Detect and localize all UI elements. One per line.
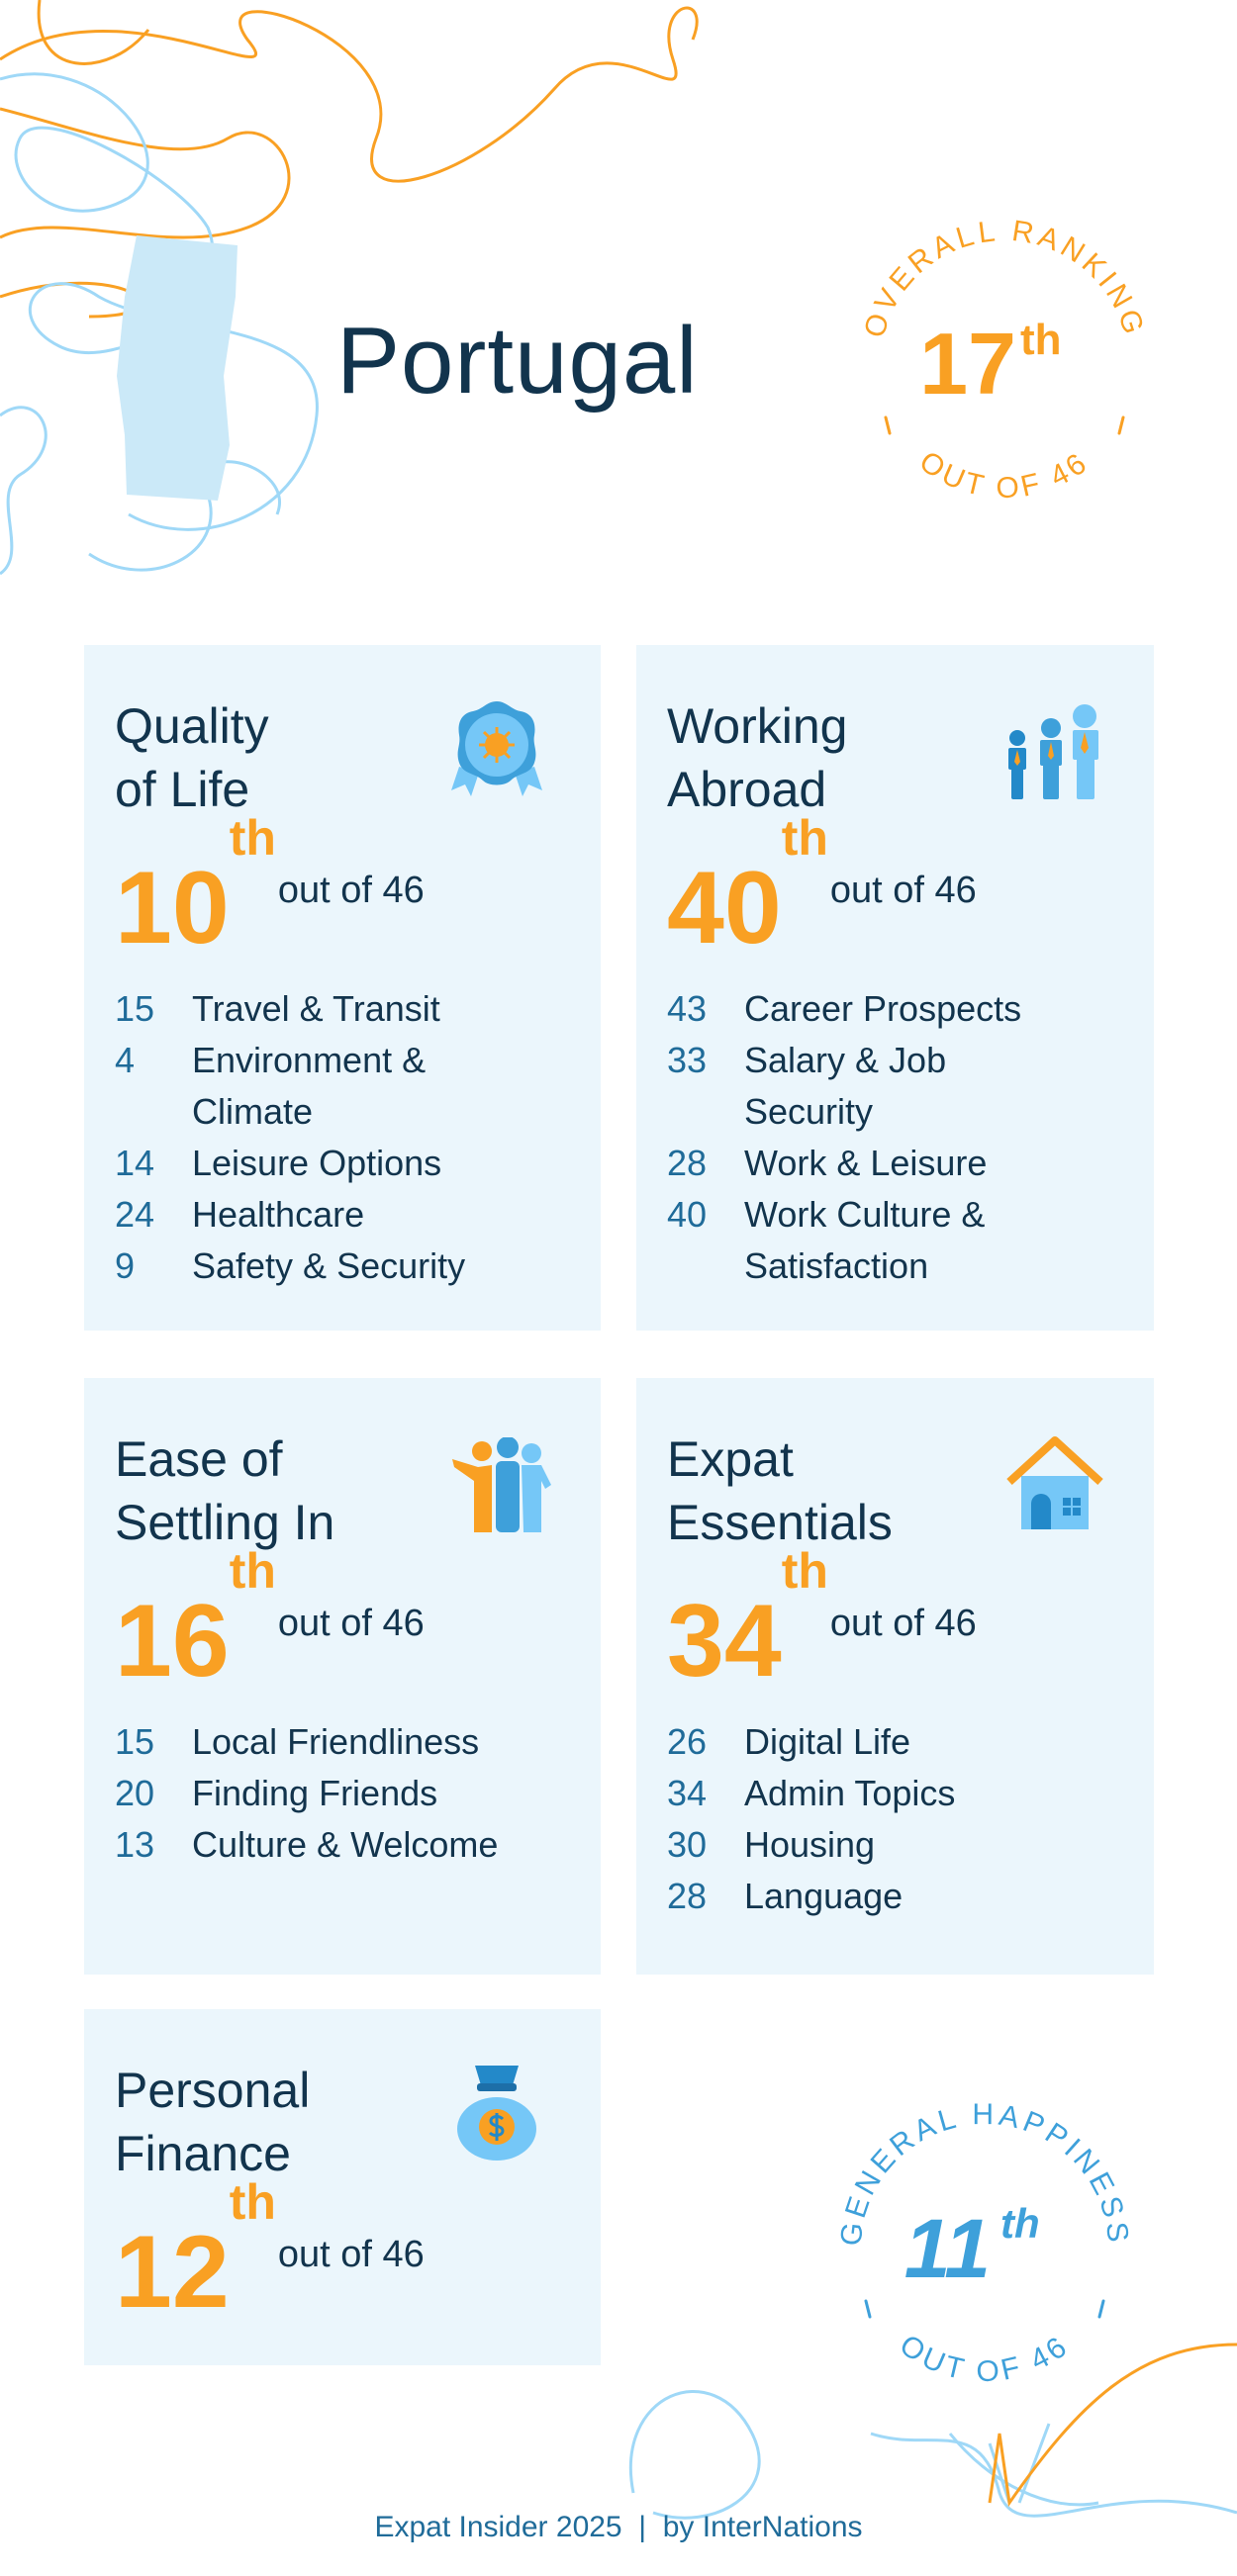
card-rank: 16thout of 46 [115, 1543, 425, 1699]
card-expat-essentials: Expat Essentials 34thout of 46 26 Digital … [636, 1378, 1154, 1975]
card-title: Working [667, 698, 848, 754]
card-title: Essentials [667, 1495, 893, 1550]
list-item: 24 Healthcare [115, 1194, 365, 1235]
list-item: 43 Career Prospects [667, 988, 1022, 1029]
list-item: 15 Local Friendliness [115, 1721, 480, 1762]
list-item: 13 Culture & Welcome [115, 1824, 499, 1865]
sub-ranking-list: 15 Travel & Transit 4 Environment & Climat… [115, 983, 571, 1292]
card-title: Ease of [115, 1431, 283, 1487]
card-rank: 40thout of 46 [667, 810, 977, 966]
badge-dash [864, 2299, 872, 2319]
list-item: 20 Finding Friends [115, 1773, 438, 1813]
card-title: of Life [115, 762, 250, 817]
group-of-friends-icon [452, 1437, 551, 1532]
list-item: 30 Housing [667, 1824, 876, 1865]
list-item: 15 Travel & Transit [115, 988, 440, 1029]
house-icon [1006, 1436, 1103, 1529]
card-title: Personal [115, 2063, 311, 2118]
card-personal-finance: Personal Finance 12thout of 46 [84, 2009, 601, 2365]
card-rank: 10thout of 46 [115, 810, 425, 966]
card-rank: 34thout of 46 [667, 1543, 977, 1699]
badge-dash [1117, 415, 1125, 435]
overall-ranking-badge: OVERALL RANKING OUT OF 46 17 th [858, 215, 1147, 506]
overall-rank: 17 [919, 315, 1016, 413]
list-item: 26 Digital Life [667, 1721, 911, 1762]
general-happiness-badge: GENERAL HAPPINESS OUT OF 46 11 th [834, 2098, 1130, 2389]
badge-dash [1097, 2299, 1105, 2319]
list-item: 4 Environment & Climate [115, 1040, 427, 1132]
card-title: Quality [115, 698, 269, 754]
list-item: 34 Admin Topics [667, 1773, 956, 1813]
svg-text:OUT OF 46: OUT OF 46 [913, 445, 1095, 506]
list-item: 14 Leisure Options [115, 1143, 442, 1183]
sub-ranking-list: 43 Career Prospects 33 Salary & Job Securi… [667, 983, 1124, 1292]
card-title: Abroad [667, 762, 827, 817]
card-quality-of-life: Quality of Life 10thout of 46 15 Travel & … [84, 645, 601, 1331]
business-people-icon [1008, 704, 1098, 799]
country-title: Portugal [336, 308, 699, 414]
card-rank: 12thout of 46 [115, 2174, 425, 2330]
happiness-rank: 11 [904, 2202, 991, 2295]
sub-ranking-list: 15 Local Friendliness 20 Finding Friends 1… [115, 1716, 571, 1871]
card-title: Finance [115, 2126, 291, 2181]
footer-credit: Expat Insider 2025 | by InterNations [374, 2511, 863, 2543]
svg-text:OUT OF 46: OUT OF 46 [894, 2329, 1076, 2389]
badge-dash [884, 415, 892, 435]
card-ease-of-settling-in: Ease of Settling In 16thout of 46 15 Local… [84, 1378, 601, 1975]
list-item: 33 Salary & Job Security [667, 1040, 947, 1132]
list-item: 28 Language [667, 1876, 904, 1916]
happiness-rank-suffix: th [1000, 2200, 1040, 2247]
overall-rank-suffix: th [1020, 316, 1062, 364]
portugal-map-shape [117, 235, 238, 501]
card-working-abroad: Working Abroad 40thout of 46 43 Career Pro… [636, 645, 1154, 1331]
money-bag-icon [457, 2066, 536, 2161]
sub-ranking-list: 26 Digital Life 34 Admin Topics 30 Housing … [667, 1716, 1124, 1922]
list-item: 9 Safety & Security [115, 1245, 466, 1286]
card-title: Settling In [115, 1495, 335, 1550]
list-item: 28 Work & Leisure [667, 1143, 988, 1183]
card-title: Expat [667, 1431, 794, 1487]
award-rosette-icon [451, 701, 542, 796]
list-item: 40 Work Culture & Satisfaction [667, 1194, 986, 1286]
overall-out-of: OUT OF 46 [913, 445, 1092, 506]
happiness-out-of: OUT OF 46 [894, 2329, 1072, 2389]
